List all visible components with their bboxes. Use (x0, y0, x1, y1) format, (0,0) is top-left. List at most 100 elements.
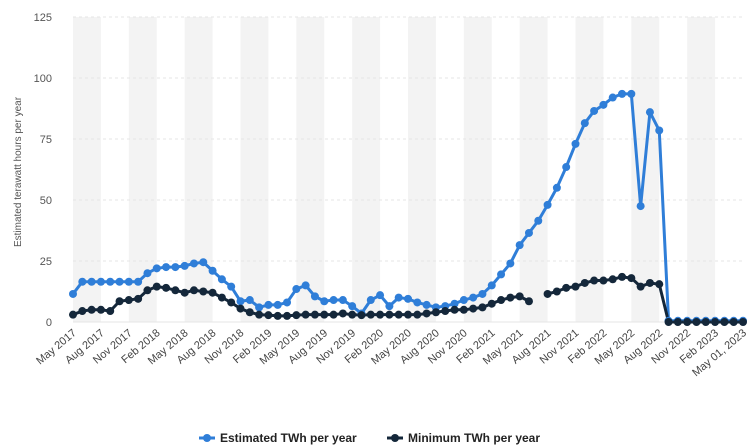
data-point-minimum[interactable] (590, 276, 599, 285)
data-point-minimum[interactable] (431, 308, 440, 317)
data-point-estimated[interactable] (524, 228, 533, 237)
data-point-minimum[interactable] (478, 303, 487, 312)
data-point-minimum[interactable] (487, 299, 496, 308)
data-point-minimum[interactable] (562, 283, 571, 292)
data-point-minimum[interactable] (96, 305, 105, 314)
data-point-minimum[interactable] (692, 318, 701, 326)
data-point-minimum[interactable] (459, 305, 468, 314)
data-point-estimated[interactable] (394, 293, 403, 302)
data-point-minimum[interactable] (245, 308, 254, 317)
data-point-estimated[interactable] (283, 298, 292, 307)
data-point-estimated[interactable] (422, 300, 431, 309)
data-point-estimated[interactable] (580, 119, 589, 128)
data-point-minimum[interactable] (515, 292, 524, 301)
data-point-estimated[interactable] (255, 303, 264, 312)
data-point-estimated[interactable] (534, 216, 543, 225)
data-point-minimum[interactable] (497, 296, 506, 305)
data-point-estimated[interactable] (134, 277, 143, 286)
data-point-estimated[interactable] (376, 291, 385, 300)
data-point-estimated[interactable] (106, 277, 115, 286)
data-point-minimum[interactable] (106, 307, 115, 316)
data-point-minimum[interactable] (283, 311, 292, 320)
data-point-estimated[interactable] (180, 261, 189, 270)
data-point-minimum[interactable] (134, 294, 143, 303)
legend-item-minimum[interactable]: Minimum TWh per year (387, 431, 540, 445)
data-point-minimum[interactable] (711, 318, 720, 326)
data-point-minimum[interactable] (208, 288, 217, 297)
data-point-estimated[interactable] (96, 277, 105, 286)
data-point-minimum[interactable] (636, 282, 645, 291)
data-point-minimum[interactable] (720, 318, 729, 326)
data-point-minimum[interactable] (739, 318, 747, 326)
data-point-minimum[interactable] (115, 297, 124, 306)
data-point-estimated[interactable] (571, 139, 580, 148)
data-point-estimated[interactable] (320, 297, 329, 306)
data-point-estimated[interactable] (413, 298, 422, 307)
data-point-minimum[interactable] (413, 310, 422, 319)
data-point-estimated[interactable] (338, 296, 347, 305)
data-point-estimated[interactable] (245, 296, 254, 305)
data-point-minimum[interactable] (627, 274, 636, 283)
data-point-estimated[interactable] (366, 296, 375, 305)
data-point-estimated[interactable] (404, 294, 412, 303)
data-point-estimated[interactable] (115, 277, 124, 286)
data-point-estimated[interactable] (348, 302, 357, 311)
data-point-estimated[interactable] (459, 296, 468, 305)
data-point-estimated[interactable] (497, 270, 506, 279)
data-point-minimum[interactable] (655, 280, 664, 289)
data-point-estimated[interactable] (189, 259, 198, 268)
data-point-estimated[interactable] (543, 200, 552, 209)
data-point-estimated[interactable] (478, 289, 487, 298)
data-point-estimated[interactable] (515, 241, 524, 250)
data-point-minimum[interactable] (199, 287, 208, 296)
data-point-minimum[interactable] (152, 282, 161, 291)
data-point-estimated[interactable] (264, 300, 273, 309)
data-point-minimum[interactable] (618, 272, 627, 281)
data-point-minimum[interactable] (571, 282, 580, 291)
data-point-minimum[interactable] (348, 310, 357, 319)
data-point-minimum[interactable] (441, 307, 450, 316)
data-point-minimum[interactable] (543, 289, 552, 298)
data-point-estimated[interactable] (236, 297, 245, 306)
data-point-minimum[interactable] (87, 305, 96, 314)
data-point-minimum[interactable] (310, 310, 319, 319)
data-point-estimated[interactable] (552, 183, 561, 192)
data-point-minimum[interactable] (329, 310, 338, 319)
data-point-estimated[interactable] (608, 93, 617, 102)
data-point-estimated[interactable] (310, 292, 319, 301)
data-point-estimated[interactable] (329, 296, 338, 305)
data-point-minimum[interactable] (69, 310, 77, 319)
data-point-estimated[interactable] (152, 264, 161, 273)
data-point-minimum[interactable] (580, 278, 589, 287)
data-point-estimated[interactable] (162, 263, 171, 272)
data-point-minimum[interactable] (683, 318, 692, 326)
data-point-minimum[interactable] (701, 318, 710, 326)
data-point-estimated[interactable] (627, 89, 636, 98)
data-point-minimum[interactable] (673, 318, 682, 326)
data-point-estimated[interactable] (590, 106, 599, 115)
data-point-estimated[interactable] (450, 299, 459, 308)
data-point-estimated[interactable] (645, 108, 654, 117)
data-point-estimated[interactable] (69, 289, 77, 298)
data-point-minimum[interactable] (506, 293, 515, 302)
data-point-minimum[interactable] (385, 310, 394, 319)
data-point-minimum[interactable] (645, 278, 654, 287)
data-point-minimum[interactable] (608, 275, 617, 284)
data-point-minimum[interactable] (301, 310, 310, 319)
data-point-minimum[interactable] (338, 309, 347, 318)
data-point-minimum[interactable] (394, 310, 403, 319)
legend-item-estimated[interactable]: Estimated TWh per year (199, 431, 357, 445)
data-point-minimum[interactable] (664, 318, 673, 326)
data-point-minimum[interactable] (236, 304, 245, 313)
data-point-estimated[interactable] (217, 275, 226, 284)
data-point-minimum[interactable] (357, 311, 366, 320)
data-point-estimated[interactable] (208, 266, 217, 275)
data-point-estimated[interactable] (385, 302, 394, 311)
data-point-estimated[interactable] (78, 277, 87, 286)
data-point-minimum[interactable] (180, 288, 189, 297)
data-point-minimum[interactable] (422, 309, 431, 318)
data-point-minimum[interactable] (469, 304, 478, 313)
data-point-minimum[interactable] (78, 307, 87, 316)
data-point-minimum[interactable] (143, 286, 152, 295)
data-point-minimum[interactable] (217, 293, 226, 302)
